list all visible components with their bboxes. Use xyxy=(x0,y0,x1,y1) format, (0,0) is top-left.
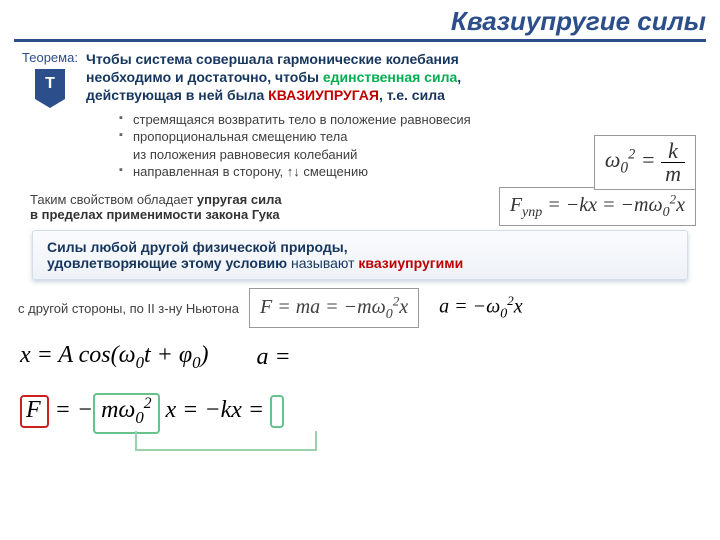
bottom-force-row: F = −mω02 x = −kx = xyxy=(20,393,706,434)
divider xyxy=(14,39,706,42)
quasi-elastic-callout: Силы любой другой физической природы, уд… xyxy=(32,230,688,280)
green-connector xyxy=(135,431,317,451)
momega-box: mω02 xyxy=(93,393,159,434)
list-item: стремящаяся возвратить тело в положение … xyxy=(119,111,706,129)
kinematics-row: x = A cos(ω0t + φ0) a = xyxy=(20,342,706,373)
newton-row: с другой стороны, по II з-ну Ньютона F =… xyxy=(18,288,706,328)
a-equation-prefix: a = xyxy=(257,344,291,371)
theorem-text: Чтобы система совершала гармонические ко… xyxy=(86,50,461,105)
theorem-label: Теорема: xyxy=(14,50,86,65)
omega-equation: ω02 = km xyxy=(594,135,696,190)
accel-equation: a = −ω02x xyxy=(439,293,523,323)
x-equation: x = A cos(ω0t + φ0) xyxy=(20,342,209,373)
elastic-equation: Fупр = −kx = −mω02x xyxy=(499,187,696,227)
elastic-note: Таким свойством обладает упругая сила в … xyxy=(30,192,282,222)
force-symbol-box: F xyxy=(20,395,49,428)
theorem-row: Теорема: Т Чтобы система совершала гармо… xyxy=(14,50,706,105)
tail-box xyxy=(270,395,284,428)
theorem-badge: Т xyxy=(35,69,65,99)
slide-title: Квазиупругие силы xyxy=(14,6,706,37)
newton-equation: F = ma = −mω02x xyxy=(249,288,419,328)
